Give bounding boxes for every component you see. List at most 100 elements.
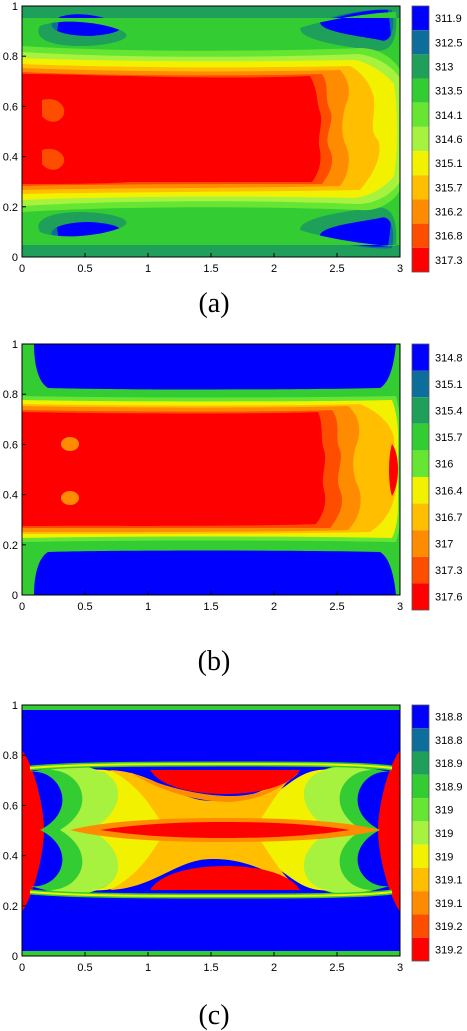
y-tick-label: 0.4 [3,490,18,502]
legend-swatch [412,914,429,938]
legend-swatch [412,423,429,451]
legend-label: 318.9 [435,781,463,793]
x-tick-label: 3 [397,601,403,613]
x-tick-label: 0.5 [77,601,92,613]
legend-swatch [412,151,429,176]
legend-swatch [412,175,429,200]
caption-b: (b) [198,646,231,677]
legend-swatch [412,751,429,775]
legend-label: 318.9 [435,758,463,770]
y-tick-label: 0.6 [3,800,18,812]
legend-swatch [412,705,429,729]
y-tick-label: 0 [12,590,18,602]
legend-label: 313 [435,61,453,73]
legend-label: 314.1 [435,110,463,122]
legend-frame [411,704,430,962]
legend-swatch [412,891,429,915]
caption-c: (c) [198,1000,229,1031]
y-tick-label: 0.4 [3,152,18,164]
legend-label: 316.2 [435,207,463,219]
y-axis-b: 0 0.2 0.4 0.6 0.8 1 [3,339,26,602]
contour-field-b [22,344,400,595]
legend-label: 317.3 [435,255,463,267]
legend-label: 319.1 [435,875,463,887]
legend-swatch [412,6,429,31]
x-tick-label: 1 [145,263,151,275]
legend-label: 316.8 [435,231,463,243]
y-axis-a: 0 0.2 0.4 0.6 0.8 1 [3,1,26,264]
y-tick-label: 0.8 [3,389,18,401]
legend-label: 315.1 [435,379,463,391]
legend-swatch [412,126,429,152]
legend-label: 315.7 [435,182,463,194]
legend-swatch [412,503,429,531]
legend-swatch [412,583,429,610]
legend-label: 316.4 [435,485,463,497]
legend-label: 316.7 [435,512,463,524]
legend-swatch [412,530,429,557]
legend-label: 316 [435,459,453,471]
legend-swatch [412,774,429,799]
y-tick-label: 0.6 [3,439,18,451]
legend-label: 315.7 [435,432,463,444]
legend-swatch [412,54,429,79]
y-tick-label: 1 [12,700,18,712]
y-tick-label: 0.2 [3,202,18,214]
chart-panel-b: 0 0.5 1 1.5 2 2.5 3 00.20.40.60.81 314.8315.13… [3,339,463,677]
x-tick-label: 1.5 [203,962,218,974]
legend-label: 317.3 [435,565,463,577]
legend-swatch [412,247,429,272]
legend-label: 314.6 [435,134,463,146]
legend-swatch [412,821,429,845]
x-tick-label: 3 [397,962,403,974]
legend-label: 319 [435,851,453,863]
chart-panel-a: 0 0.5 1 1.5 2 2.5 3 00.20.40.60.81 311.9312.53… [3,1,463,319]
x-tick-label: 0 [19,962,25,974]
legend-swatch [412,78,429,103]
y-tick-label: 0.8 [3,51,18,63]
legend-frame [411,5,430,273]
legend-swatch [412,344,429,371]
legend-label: 315.4 [435,406,463,418]
x-tick-label: 1.5 [203,263,218,275]
x-axis-a: 0 0.5 1 1.5 2 2.5 3 [19,253,403,275]
y-tick-label: 0.8 [3,750,18,762]
legend-label: 318.8 [435,712,463,724]
legend-label: 319 [435,828,453,840]
legend-swatch [412,477,429,504]
y-tick-label: 0.4 [3,851,18,863]
x-tick-label: 0 [19,263,25,275]
x-tick-label: 3 [397,263,403,275]
legend-swatch [412,370,429,398]
y-tick-label: 0.2 [3,540,18,552]
x-tick-label: 1 [145,601,151,613]
legend-frame [411,343,430,611]
legend-label: 319 [435,805,453,817]
x-axis-c: 0 0.5 1 1.5 2 2.5 3 [19,952,403,974]
y-tick-label: 1 [12,1,18,13]
x-axis-b: 0 0.5 1 1.5 2 2.5 3 [19,591,403,613]
legend-label: 319.1 [435,898,463,910]
x-tick-label: 2.5 [329,962,344,974]
y-tick-label: 1 [12,339,18,351]
legend-swatch [412,556,429,584]
legend-swatch [412,867,429,892]
legend-b: 314.8 315.1 315.4 315.7 316 316.4 316.7 317 317.… [411,343,463,611]
legend-c: 318.8 318.8 318.9 318.9 319 319 319 319.1 319.1 3… [411,704,463,962]
legend-swatch [412,30,429,55]
legend-swatch [412,450,429,477]
legend-label: 319.2 [435,921,463,933]
contour-field-a [22,6,400,257]
y-tick-label: 0 [12,951,18,963]
legend-label: 317 [435,539,453,551]
legend-label: 312.5 [435,37,463,49]
legend-swatch [412,397,429,424]
x-tick-label: 2.5 [329,263,344,275]
legend-swatch [412,223,429,248]
legend-label: 315.1 [435,158,463,170]
contour-field-c [22,705,400,956]
chart-panel-c: 0 0.5 1 1.5 2 2.5 3 00.20.40.60.81 318.8318.83… [3,700,463,1031]
legend-label: 311.9 [435,13,462,25]
legend-swatch [412,798,429,822]
legend-swatch [412,199,429,224]
